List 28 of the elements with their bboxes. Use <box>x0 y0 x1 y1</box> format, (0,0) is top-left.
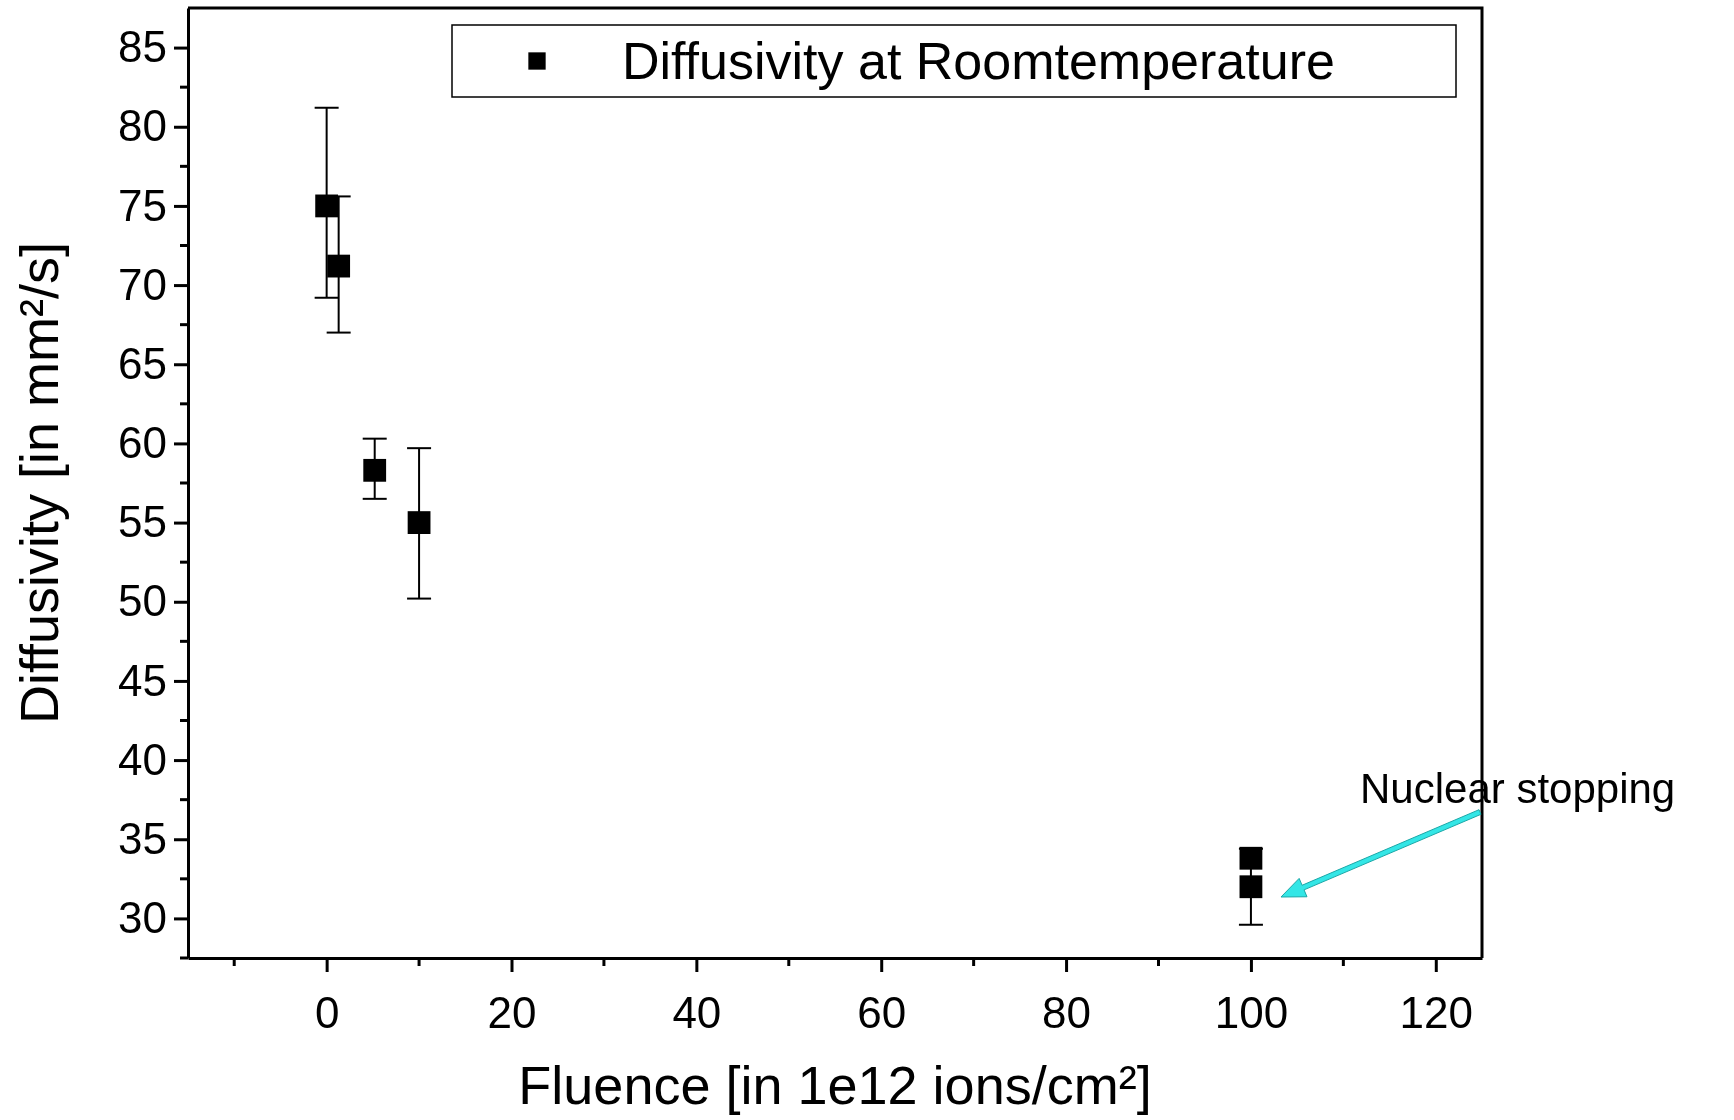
y-tick-label: 85 <box>118 22 167 72</box>
y-tick-label: 45 <box>118 655 167 705</box>
x-tick-label: 120 <box>1399 987 1473 1037</box>
x-axis-title: Fluence [in 1e12 ions/cm²] <box>518 1055 1152 1115</box>
y-tick-label: 40 <box>118 734 167 784</box>
y-tick-label: 80 <box>118 101 167 151</box>
legend-label: Diffusivity at Roomtemperature <box>622 32 1335 90</box>
y-tick-label: 30 <box>118 893 167 942</box>
y-tick-label: 75 <box>118 180 167 230</box>
point <box>1239 846 1263 870</box>
y-tick-label: 50 <box>118 576 167 626</box>
x-tick-label: 80 <box>1042 987 1092 1037</box>
point <box>327 254 351 278</box>
x-tick-label: 0 <box>314 987 340 1037</box>
y-tick-label: 60 <box>118 418 167 467</box>
point <box>1239 875 1263 899</box>
y-tick-label: 35 <box>118 813 167 863</box>
y-tick-label: 55 <box>118 497 167 547</box>
x-tick-label: 60 <box>857 987 907 1037</box>
x-tick-label: 20 <box>487 987 537 1037</box>
x-tick-label: 100 <box>1214 987 1289 1037</box>
y-tick-label: 65 <box>118 338 167 388</box>
y-axis-title: Diffusivity [in mm²/s] <box>9 241 69 725</box>
point <box>407 511 431 534</box>
x-tick-label: 40 <box>672 987 722 1037</box>
point <box>315 194 339 218</box>
point <box>363 458 387 482</box>
y-tick-label: 70 <box>118 259 167 309</box>
